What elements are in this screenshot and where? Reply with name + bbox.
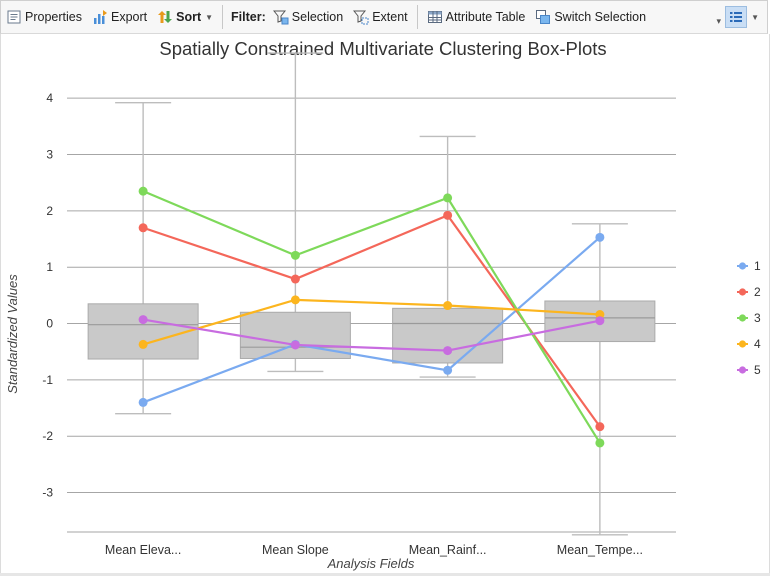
series-line-2 — [142, 214, 601, 428]
box-plot-chart: Spatially Constrained Multivariate Clust… — [5, 38, 761, 571]
legend-label: 3 — [754, 311, 761, 325]
properties-icon — [6, 9, 22, 25]
filter-extent-icon — [353, 9, 369, 25]
legend-marker — [738, 262, 747, 270]
properties-button[interactable]: Properties — [1, 4, 87, 30]
toolbar-divider — [416, 5, 418, 29]
export-label: Export — [110, 10, 148, 24]
series-point-3 — [595, 438, 605, 448]
toolbar-divider — [222, 5, 224, 29]
y-tick-label: 1 — [46, 260, 53, 274]
legend-marker — [738, 366, 747, 374]
series-point-5 — [138, 315, 148, 325]
filter-extent-label: Extent — [372, 10, 408, 24]
filter-extent-button[interactable]: Extent — [348, 4, 412, 30]
series-point-1 — [138, 397, 148, 407]
series-point-3 — [290, 250, 300, 260]
view-options-caret-icon[interactable]: ▼ — [751, 12, 759, 22]
filter-selection-icon — [272, 9, 289, 25]
legend-label: 1 — [754, 259, 761, 273]
legend-marker — [738, 288, 747, 296]
series-point-4 — [138, 339, 148, 349]
x-axis-title: Analysis Fields — [327, 556, 415, 571]
series-point-3 — [138, 186, 148, 196]
y-tick-label: 3 — [46, 148, 53, 162]
x-tick-label: Mean_Tempe... — [557, 543, 643, 557]
chevron-down-icon: ▼ — [205, 12, 214, 22]
series-point-5 — [443, 346, 453, 356]
legend-marker — [738, 314, 747, 322]
x-tick-label: Mean Eleva... — [105, 543, 181, 557]
series-point-3 — [443, 193, 453, 203]
filter-selection-button[interactable]: Selection — [268, 4, 348, 30]
attribute-table-label: Attribute Table — [445, 10, 526, 24]
y-tick-label: 0 — [46, 317, 53, 331]
switch-selection-button[interactable]: Switch Selection — [530, 4, 651, 30]
box — [87, 303, 199, 360]
series-point-2 — [595, 422, 605, 432]
export-chart-icon — [92, 9, 108, 25]
chart-toolbar: Properties Export Sort ▼ Filter: Selecti… — [0, 0, 768, 34]
series-point-5 — [595, 316, 605, 326]
series-point-1 — [595, 232, 605, 242]
series-point-1 — [443, 365, 453, 375]
series-point-4 — [443, 301, 453, 311]
series-point-2 — [138, 223, 148, 233]
sort-button[interactable]: Sort ▼ — [152, 4, 218, 30]
series-point-5 — [290, 340, 300, 350]
export-button[interactable]: Export — [87, 4, 152, 30]
series-point-4 — [290, 295, 300, 305]
sort-icon — [157, 9, 173, 25]
series-point-4 — [595, 310, 605, 320]
series-line-1 — [142, 236, 601, 404]
status-strip — [0, 573, 770, 576]
switch-selection-icon — [535, 9, 551, 25]
y-axis-title: Standardized Values — [5, 274, 20, 394]
series-line-3 — [142, 190, 601, 444]
series-line-4 — [142, 298, 600, 346]
legend-label: 5 — [754, 363, 761, 377]
y-tick-label: 2 — [46, 204, 53, 218]
y-tick-label: 4 — [46, 91, 53, 105]
legend-marker — [738, 340, 747, 348]
overflow-icon[interactable]: ▾ — [716, 15, 722, 26]
x-tick-label: Mean Slope — [262, 543, 329, 557]
attribute-table-button[interactable]: Attribute Table — [422, 4, 531, 30]
y-tick-label: -1 — [42, 373, 53, 387]
series-point-2 — [290, 274, 300, 284]
filter-selection-label: Selection — [291, 10, 344, 24]
legend-toggle-button[interactable] — [725, 6, 748, 28]
table-icon — [427, 9, 443, 25]
filter-label: Filter: — [231, 10, 266, 24]
series-line-5 — [142, 318, 601, 352]
chart-title: Spatially Constrained Multivariate Clust… — [159, 38, 606, 59]
y-tick-label: -2 — [42, 429, 53, 443]
legend-label: 4 — [754, 337, 761, 351]
chart-area: Spatially Constrained Multivariate Clust… — [0, 34, 770, 574]
properties-label: Properties — [25, 10, 82, 24]
sort-label: Sort — [176, 10, 202, 24]
x-tick-label: Mean_Rainf... — [409, 543, 487, 557]
switch-selection-label: Switch Selection — [554, 10, 647, 24]
legend-label: 2 — [754, 285, 761, 299]
y-tick-label: -3 — [42, 486, 53, 500]
series-point-2 — [443, 210, 453, 220]
list-view-icon — [730, 12, 743, 22]
